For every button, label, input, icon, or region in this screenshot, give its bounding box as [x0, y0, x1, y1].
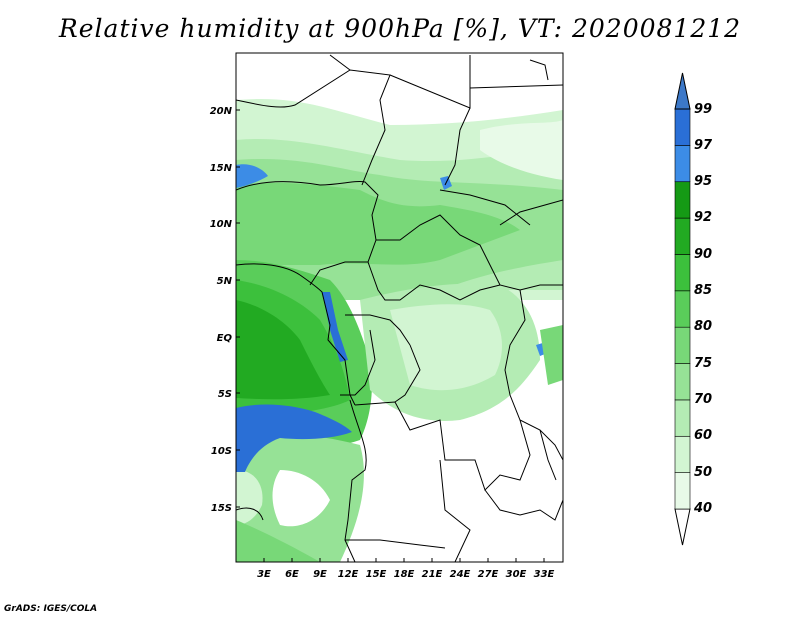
colorbar-label: 80 [694, 319, 712, 334]
colorbar-segment [674, 108, 691, 146]
lat-tick-label: 5S [218, 389, 232, 400]
colorbar-top-triangle [674, 72, 691, 110]
lat-tick-label: 15N [210, 163, 233, 174]
colorbar-segment [674, 326, 691, 364]
lon-tick-label: 24E [450, 569, 471, 580]
lon-axis: 3E 6E 9E 12E 15E 18E 21E 24E 27E 30E 33E [257, 558, 555, 580]
colorbar-labels: 99 97 95 92 90 85 80 75 70 60 50 40 [693, 102, 713, 516]
colorbar-segment [674, 254, 691, 292]
colorbar-label: 40 [693, 501, 712, 516]
lon-tick-label: 15E [366, 569, 387, 580]
lon-tick-label: 21E [422, 569, 443, 580]
lon-tick-label: 6E [285, 569, 299, 580]
colorbar-label: 99 [694, 102, 712, 117]
colorbar-segment [674, 363, 691, 401]
colorbar-label: 95 [694, 174, 712, 189]
colorbar-segment [674, 290, 691, 328]
lon-tick-label: 3E [257, 569, 271, 580]
map-title: Relative humidity at 900hPa [%], VT: 202… [58, 14, 742, 43]
lat-tick-label: EQ [217, 333, 233, 344]
colorbar-label: 70 [694, 392, 712, 407]
grads-credit: GrADS: IGES/COLA [4, 604, 98, 614]
colorbar-label: 50 [694, 465, 712, 480]
colorbar-segment [674, 181, 691, 219]
humidity-field [236, 53, 563, 562]
colorbar-label: 60 [694, 428, 712, 443]
colorbar-label: 92 [694, 210, 712, 225]
lat-tick-label: 10S [211, 446, 232, 457]
colorbar-label: 85 [694, 283, 712, 298]
lon-tick-label: 30E [506, 569, 527, 580]
lat-tick-label: 15S [211, 503, 232, 514]
colorbar-label: 90 [694, 247, 712, 262]
lat-tick-label: 20N [210, 106, 233, 117]
map-frame [235, 52, 564, 563]
lon-tick-label: 27E [478, 569, 499, 580]
lon-tick-label: 18E [394, 569, 415, 580]
colorbar-segment [674, 472, 691, 510]
lon-tick-label: 9E [313, 569, 327, 580]
colorbar-segment [674, 399, 691, 437]
lat-tick-label: 5N [217, 276, 233, 287]
colorbar [674, 72, 691, 546]
colorbar-segment [674, 217, 691, 255]
lon-tick-label: 33E [534, 569, 555, 580]
lat-tick-label: 10N [210, 219, 233, 230]
lat-axis: 20N 15N 10N 5N EQ 5S 10S 15S [210, 106, 240, 514]
lon-tick-label: 12E [338, 569, 359, 580]
colorbar-segment [674, 145, 691, 183]
colorbar-bottom-triangle [674, 508, 691, 546]
country-borders [236, 54, 563, 562]
colorbar-label: 75 [694, 356, 712, 371]
colorbar-segment [674, 435, 691, 473]
colorbar-label: 97 [694, 138, 713, 153]
